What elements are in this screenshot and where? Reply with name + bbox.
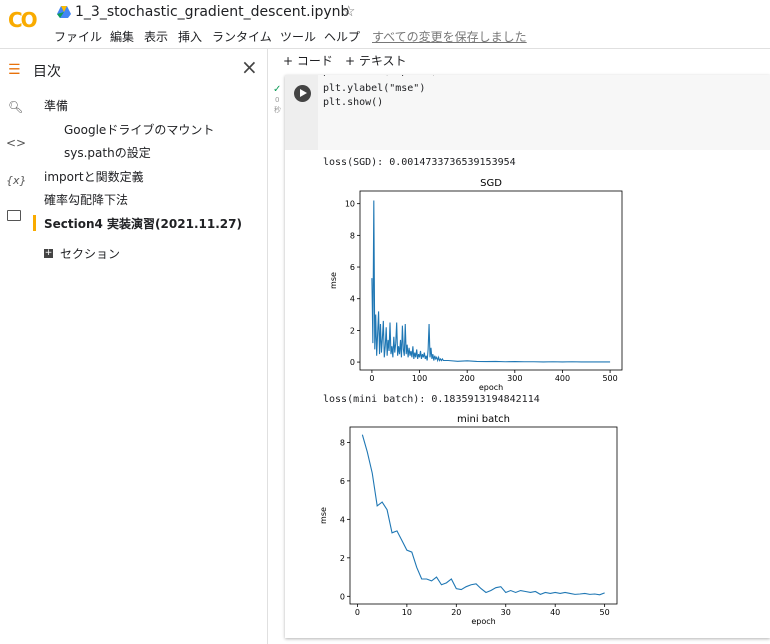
check-icon: ✓ bbox=[273, 84, 282, 95]
menu-item[interactable]: ランタイム bbox=[212, 30, 272, 44]
run-button[interactable] bbox=[294, 85, 311, 102]
menu-item[interactable]: ファイル bbox=[54, 30, 103, 44]
code-icon[interactable]: <> bbox=[6, 136, 27, 150]
add-text-label: テキスト bbox=[358, 54, 407, 68]
folder-icon[interactable] bbox=[7, 210, 21, 221]
code-line: plt.show() bbox=[323, 97, 384, 108]
exec-unit: 秒 bbox=[274, 106, 281, 114]
add-code-button[interactable]: + コード bbox=[283, 54, 333, 68]
menu-item[interactable]: 挿入 bbox=[178, 30, 203, 44]
output-text: loss(SGD): 0.0014733736539153954 bbox=[323, 157, 516, 168]
variables-icon[interactable]: {x} bbox=[6, 174, 27, 187]
exec-time: 0 bbox=[275, 96, 280, 104]
divider bbox=[0, 48, 770, 49]
search-icon[interactable]: 🔍︎ bbox=[8, 100, 24, 114]
toc-item[interactable]: 確率勾配降下法 bbox=[44, 193, 129, 207]
star[interactable]: ☆ bbox=[342, 2, 356, 20]
add-icon: + bbox=[44, 248, 53, 258]
toc-item-active[interactable]: Section4 実装演習(2021.11.27) bbox=[44, 217, 242, 231]
code-line: plt.ylabel("mse") bbox=[323, 83, 426, 94]
output-text: loss(mini batch): 0.1835913194842114 bbox=[323, 394, 540, 405]
close-button[interactable]: × bbox=[241, 55, 258, 79]
add-code-label: コード bbox=[296, 54, 333, 68]
file-name[interactable]: 1_3_stochastic_gradient_descent.ipynb bbox=[75, 4, 350, 20]
save-status[interactable]: すべての変更を保存しました bbox=[372, 30, 527, 44]
sidebar-title: 目次 bbox=[33, 64, 61, 80]
toc-item[interactable]: Googleドライブのマウント bbox=[64, 123, 215, 137]
sidebar-border bbox=[267, 48, 268, 644]
menu-item[interactable]: 編集 bbox=[110, 30, 135, 44]
toc-item[interactable]: 準備 bbox=[44, 99, 69, 113]
active-marker bbox=[33, 215, 36, 231]
add-text-button[interactable]: + テキスト bbox=[345, 54, 407, 68]
menu-item[interactable]: 表示 bbox=[144, 30, 169, 44]
toc-icon[interactable]: ☰ bbox=[8, 62, 21, 78]
code-line: plt.xlabel("epoch") bbox=[323, 75, 437, 77]
logo[interactable]: CO bbox=[8, 8, 38, 32]
toc-item[interactable]: importと関数定義 bbox=[44, 170, 144, 184]
code-area[interactable]: plt.xlabel("epoch") plt.ylabel("mse") pl… bbox=[318, 75, 770, 150]
section-button[interactable]: セクション bbox=[60, 247, 121, 261]
menu-item[interactable]: ツール bbox=[280, 30, 317, 44]
drive-icon bbox=[57, 6, 71, 18]
menu-item[interactable]: ヘルプ bbox=[324, 30, 361, 44]
toc-item[interactable]: sys.pathの設定 bbox=[64, 146, 151, 160]
